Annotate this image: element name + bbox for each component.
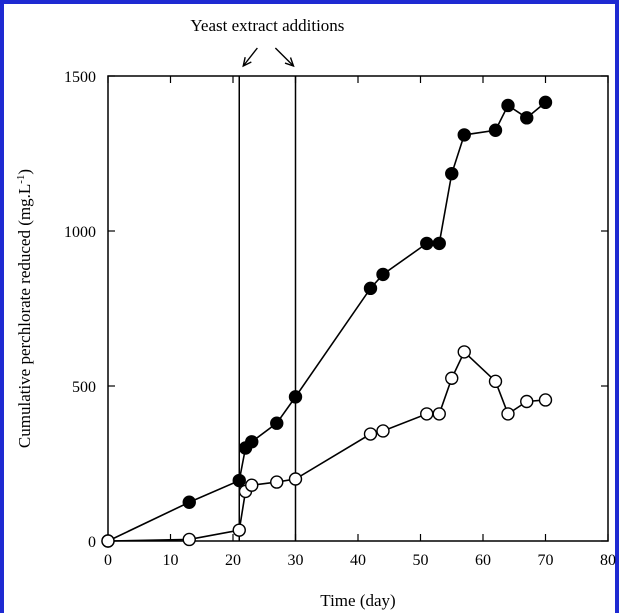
x-tick-label-0: 0: [104, 552, 112, 569]
series-1-point-0: [101, 534, 115, 548]
series-0-point-16: [538, 95, 553, 110]
x-tick-label-8: 80: [600, 552, 616, 569]
series-1-point-8: [376, 424, 390, 438]
series-0-line: [107, 101, 547, 542]
x-tick-label-5: 50: [413, 552, 429, 569]
series-0-point-13: [488, 123, 503, 137]
series-0-point-11: [445, 166, 459, 181]
series-1-point-15: [520, 394, 534, 409]
x-tick-label-4: 40: [350, 552, 366, 569]
x-tick-label-7: 70: [538, 552, 554, 569]
y-axis-title-sup: -1: [15, 175, 27, 184]
series-0-point-14: [501, 98, 515, 113]
plot-area: [107, 75, 609, 542]
series-1-point-10: [432, 407, 446, 421]
series-1-point-13: [488, 374, 503, 389]
series-1-point-5: [270, 475, 284, 489]
annotation-label: Yeast extract additions: [190, 16, 344, 35]
x-tick-label-2: 20: [225, 552, 241, 569]
y-axis-title-main: Cumulative perchlorate reduced (mg.L: [15, 184, 34, 448]
x-tick-label-3: 30: [288, 552, 304, 569]
y-axis-title-close: ): [15, 169, 34, 175]
series-0-point-7: [363, 281, 378, 296]
series-0-point-4: [245, 435, 259, 449]
y-tick-label-2: 1000: [64, 224, 96, 241]
series-0-point-9: [420, 236, 434, 251]
series-1-line: [107, 350, 546, 542]
annotation-arrow-left-head: [242, 57, 252, 68]
annotation-arrow-right-head: [284, 57, 295, 68]
y-axis-title: Cumulative perchlorate reduced (mg.L-1): [15, 169, 34, 448]
x-tick-label-6: 60: [475, 552, 491, 569]
series-0-point-5: [270, 416, 284, 430]
y-tick-label-0: 0: [88, 534, 96, 551]
series-1-point-11: [445, 371, 459, 385]
series-0-point-10: [432, 236, 446, 251]
y-tick-label-3: 1500: [64, 69, 96, 86]
series-0-point-15: [520, 111, 534, 125]
annotation-arrow-left-shaft: [242, 47, 258, 67]
series-1-point-14: [501, 407, 515, 421]
x-axis-title: Time (day): [320, 591, 395, 610]
series-1-point-6: [288, 472, 303, 486]
series-1-point-2: [232, 523, 246, 537]
series-0-point-2: [232, 473, 246, 488]
series-0-point-1: [182, 495, 196, 509]
series-1-point-1: [182, 532, 196, 547]
series-0-point-6: [288, 390, 303, 404]
series-1-point-4: [245, 478, 259, 492]
series-1-point-9: [420, 407, 434, 421]
y-tick-label-1: 500: [72, 379, 96, 396]
x-tick-label-1: 10: [163, 552, 179, 569]
series-0-point-12: [457, 128, 471, 142]
series-1-point-7: [363, 427, 378, 441]
series-1-point-16: [538, 393, 553, 407]
annotation-arrow-right-shaft: [274, 47, 294, 67]
series-1-point-12: [457, 345, 471, 359]
series-0-point-8: [376, 267, 390, 282]
